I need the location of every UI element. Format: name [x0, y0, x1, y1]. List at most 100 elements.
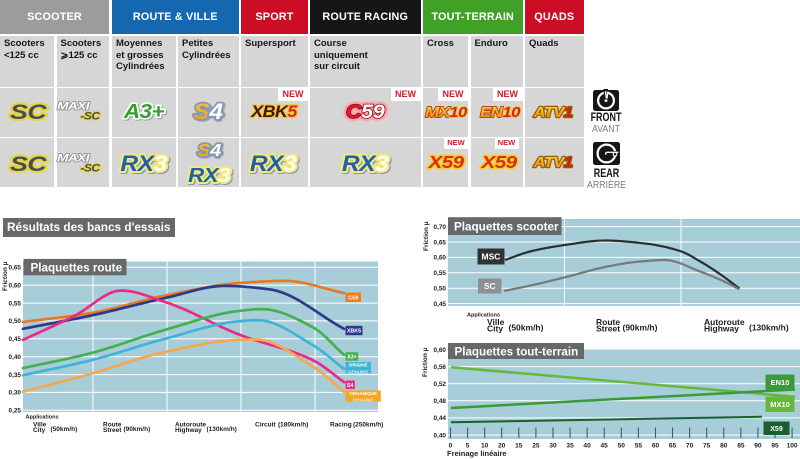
svg-text:ARRIÈRE: ARRIÈRE — [587, 178, 626, 190]
svg-text:S4: S4 — [193, 99, 223, 123]
svg-text:S4: S4 — [347, 383, 353, 389]
svg-text:100: 100 — [787, 443, 798, 450]
svg-text:X59: X59 — [427, 153, 464, 172]
svg-text:SC: SC — [484, 281, 496, 291]
svg-text:Friction μ: Friction μ — [423, 221, 430, 251]
svg-text:45: 45 — [601, 443, 609, 450]
svg-text:Freinage linéaire: Freinage linéaire — [447, 449, 507, 458]
svg-text:MSC: MSC — [482, 252, 501, 262]
svg-text:Circuit: Circuit — [255, 422, 276, 429]
svg-text:0,48: 0,48 — [434, 398, 447, 405]
svg-text:50: 50 — [618, 443, 626, 450]
svg-text:Autoroute: Autoroute — [704, 317, 745, 327]
svg-text:MX10: MX10 — [770, 400, 790, 409]
svg-text:RX3: RX3 — [250, 151, 297, 175]
svg-text:REAR: REAR — [594, 168, 620, 180]
svg-text:0,25: 0,25 — [9, 408, 22, 415]
svg-text:RX3: RX3 — [342, 151, 389, 175]
svg-text:0,55: 0,55 — [9, 300, 22, 307]
svg-text:ATV1: ATV1 — [533, 155, 573, 171]
svg-text:C59: C59 — [348, 295, 358, 301]
svg-text:GENUINE: GENUINE — [348, 369, 368, 374]
svg-text:25: 25 — [532, 443, 540, 450]
svg-text:(250km/h): (250km/h) — [353, 422, 383, 429]
svg-text:Applications: Applications — [26, 415, 59, 421]
svg-text:Racing: Racing — [330, 422, 352, 429]
svg-text:ORGANIQUE: ORGANIQUE — [349, 391, 376, 396]
svg-text:0,40: 0,40 — [9, 354, 22, 361]
svg-text:Highway: Highway — [175, 427, 202, 434]
svg-text:X59: X59 — [770, 426, 783, 433]
svg-text:(90km/h): (90km/h) — [124, 426, 151, 433]
svg-text:A3+: A3+ — [123, 100, 165, 123]
svg-text:0: 0 — [449, 443, 453, 450]
svg-text:0,56: 0,56 — [434, 364, 447, 371]
svg-text:Friction μ: Friction μ — [2, 261, 9, 291]
svg-text:City: City — [33, 427, 46, 434]
svg-text:55: 55 — [635, 443, 643, 450]
svg-text:(50km/h): (50km/h) — [51, 426, 78, 433]
svg-text:0,40: 0,40 — [434, 432, 447, 439]
svg-text:0,60: 0,60 — [9, 283, 22, 290]
svg-text:85: 85 — [737, 443, 745, 450]
svg-text:(50km/h): (50km/h) — [509, 323, 544, 333]
svg-text:0,52: 0,52 — [434, 381, 447, 388]
svg-text:40: 40 — [583, 443, 591, 450]
svg-text:0,65: 0,65 — [434, 239, 447, 246]
svg-text:(180km/h): (180km/h) — [278, 422, 308, 429]
svg-text:30: 30 — [549, 443, 557, 450]
svg-text:Highway: Highway — [704, 323, 739, 333]
svg-text:City: City — [487, 323, 503, 333]
svg-text:0,35: 0,35 — [9, 372, 22, 379]
svg-text:Autoroute: Autoroute — [175, 422, 206, 429]
svg-text:Applications: Applications — [467, 313, 500, 319]
svg-text:C59: C59 — [346, 101, 385, 123]
svg-text:XBK5: XBK5 — [250, 101, 297, 121]
svg-text:Ville: Ville — [33, 422, 47, 429]
svg-text:65: 65 — [669, 443, 677, 450]
svg-text:Route: Route — [103, 422, 122, 429]
svg-text:Route: Route — [596, 317, 620, 327]
svg-text:0,65: 0,65 — [9, 265, 22, 272]
svg-text:SC: SC — [10, 153, 47, 177]
svg-text:10: 10 — [481, 443, 489, 450]
svg-text:-SC: -SC — [80, 111, 100, 122]
svg-text:ATV1: ATV1 — [533, 105, 573, 121]
svg-text:FRONT: FRONT — [591, 112, 622, 124]
svg-text:Plaquettes route: Plaquettes route — [31, 261, 123, 274]
svg-text:0,45: 0,45 — [434, 301, 447, 308]
svg-text:MAXI: MAXI — [57, 100, 90, 112]
svg-text:C59: C59 — [346, 101, 385, 123]
svg-text:ORIGINE: ORIGINE — [349, 363, 368, 368]
svg-text:Friction μ: Friction μ — [422, 347, 429, 377]
svg-text:75: 75 — [703, 443, 711, 450]
svg-text:0,30: 0,30 — [9, 390, 22, 397]
svg-text:0,50: 0,50 — [9, 318, 22, 325]
svg-text:XBK5: XBK5 — [347, 329, 361, 335]
svg-text:(130km/h): (130km/h) — [749, 323, 789, 333]
svg-text:EN10: EN10 — [480, 105, 520, 121]
svg-text:Plaquettes tout-terrain: Plaquettes tout-terrain — [455, 345, 579, 358]
svg-text:MAXI: MAXI — [57, 152, 90, 164]
svg-text:(90km/h): (90km/h) — [623, 323, 658, 333]
svg-text:A3+: A3+ — [347, 355, 357, 361]
svg-text:0,50: 0,50 — [434, 286, 447, 293]
svg-text:15: 15 — [515, 443, 523, 450]
svg-text:RX3: RX3 — [120, 151, 167, 175]
svg-text:0,55: 0,55 — [434, 270, 447, 277]
svg-text:0,44: 0,44 — [434, 415, 447, 422]
svg-text:S4: S4 — [197, 141, 221, 161]
svg-text:ORGANIC: ORGANIC — [353, 398, 375, 403]
svg-text:0,60: 0,60 — [434, 255, 447, 262]
svg-text:70: 70 — [686, 443, 694, 450]
svg-text:Plaquettes scooter: Plaquettes scooter — [454, 220, 559, 233]
svg-text:(130km/h): (130km/h) — [207, 426, 237, 433]
svg-text:AVANT: AVANT — [592, 122, 620, 134]
svg-text:20: 20 — [498, 443, 506, 450]
svg-text:-SC: -SC — [80, 163, 100, 174]
svg-text:X59: X59 — [480, 153, 517, 172]
svg-text:0,60: 0,60 — [434, 347, 447, 354]
svg-text:5: 5 — [466, 443, 470, 450]
svg-text:EN10: EN10 — [771, 378, 790, 387]
svg-text:90: 90 — [754, 443, 762, 450]
